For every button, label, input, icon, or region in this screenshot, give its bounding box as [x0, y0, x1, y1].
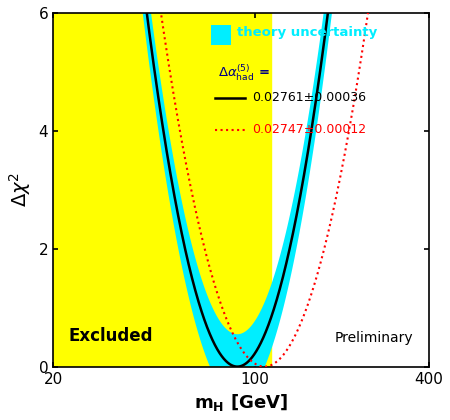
Text: 0.02747±0.00012: 0.02747±0.00012: [252, 123, 366, 136]
Text: Preliminary: Preliminary: [335, 331, 414, 345]
X-axis label: $\mathbf{m_H}$ [GeV]: $\mathbf{m_H}$ [GeV]: [194, 392, 288, 413]
Y-axis label: $\Delta\chi^2$: $\Delta\chi^2$: [7, 172, 33, 207]
Text: theory uncertainty: theory uncertainty: [237, 26, 377, 39]
Text: 0.02761±0.00036: 0.02761±0.00036: [252, 91, 366, 104]
Text: Excluded: Excluded: [68, 328, 153, 345]
FancyBboxPatch shape: [211, 25, 231, 45]
Bar: [53, 13, 271, 367]
Text: $\Delta\alpha_{\rm had}^{(5)}$ =: $\Delta\alpha_{\rm had}^{(5)}$ =: [218, 63, 270, 83]
